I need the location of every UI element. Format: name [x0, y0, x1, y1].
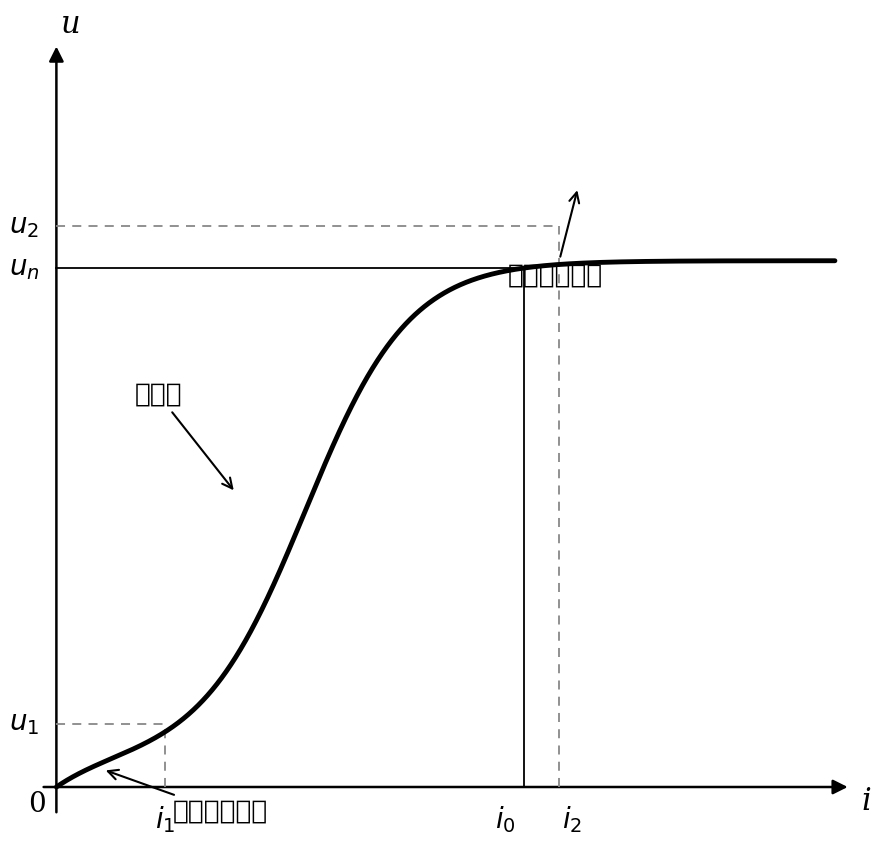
Text: 线性区: 线性区	[134, 382, 232, 488]
Text: 低压非线性区: 低压非线性区	[108, 770, 268, 825]
Text: $i_0$: $i_0$	[495, 805, 515, 835]
Text: u: u	[61, 9, 80, 41]
Text: 高压非线性区: 高压非线性区	[508, 192, 602, 288]
Text: i: i	[860, 786, 870, 816]
Text: $i_1$: $i_1$	[155, 805, 175, 835]
Text: $u_2$: $u_2$	[10, 212, 39, 239]
Text: $u_n$: $u_n$	[9, 255, 39, 282]
Text: $u_1$: $u_1$	[9, 711, 39, 738]
Text: $i_2$: $i_2$	[562, 805, 581, 835]
Text: 0: 0	[28, 791, 46, 818]
